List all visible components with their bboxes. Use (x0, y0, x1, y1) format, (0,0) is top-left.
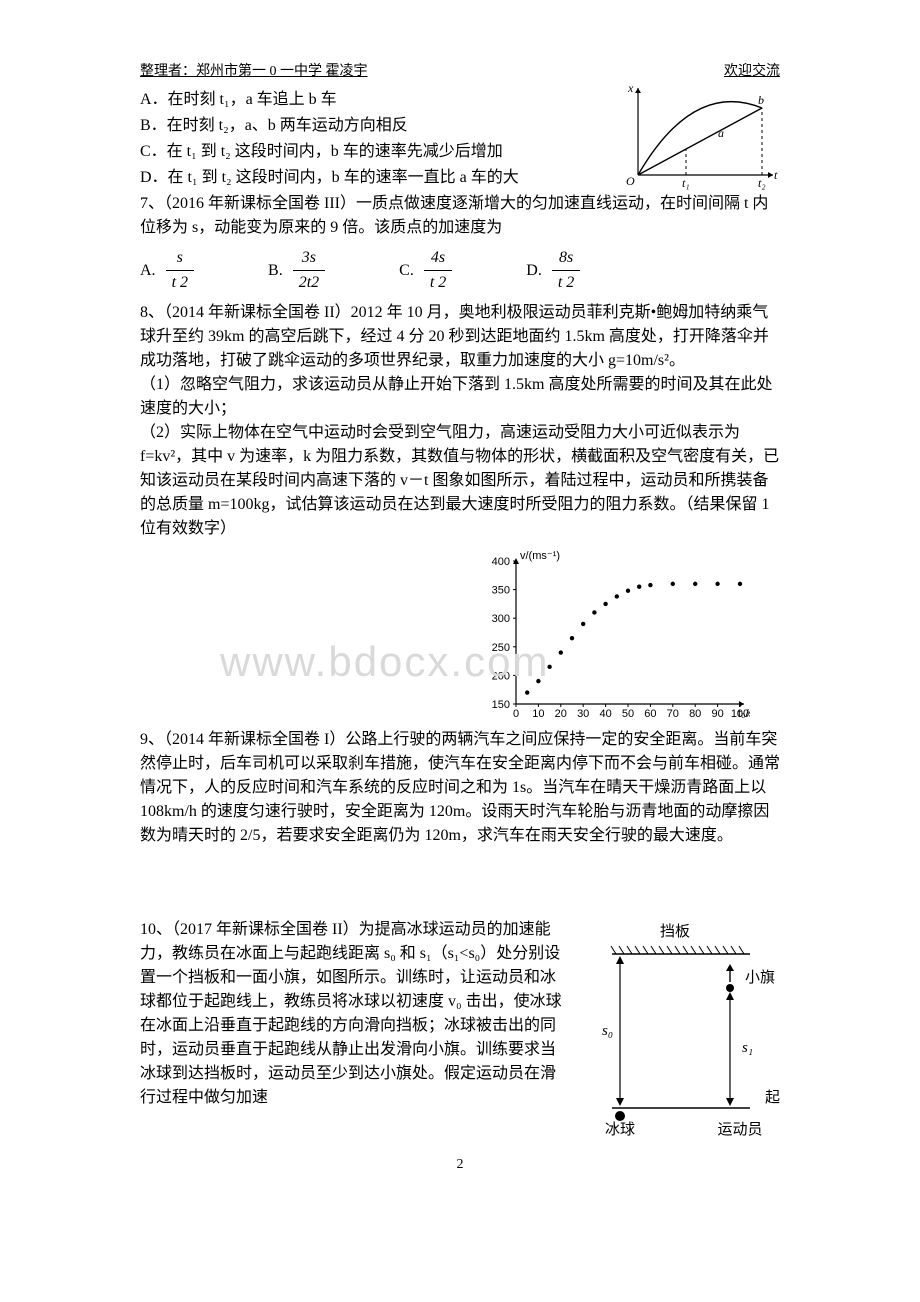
q7-c-num: 4s (424, 246, 452, 271)
svg-text:200: 200 (492, 670, 510, 682)
q10-stem: 10、（2017 年新课标全国卷 II）为提高冰球运动员的加速能力，教练员在冰面… (140, 918, 570, 1148)
q6-opt-c: C．在 t₁ 到 t₂ 这段时间内，b 车的速率先减少后增加 (140, 140, 780, 164)
q7-opt-b-label: B. (268, 259, 283, 283)
svg-text:80: 80 (689, 708, 701, 720)
svg-text:20: 20 (555, 708, 567, 720)
svg-text:250: 250 (492, 642, 510, 654)
q7-opt-a: A. st 2 (140, 246, 198, 295)
svg-text:挡板: 挡板 (660, 922, 690, 940)
q7-d-den: t 2 (552, 271, 580, 295)
svg-text:400: 400 (492, 556, 510, 568)
header-right: 欢迎交流 (724, 60, 780, 80)
q10-diagram: 挡板小旗起跑线 s₀ s₁ 冰球 运动员 (580, 918, 780, 1148)
q7-b-den: 2t2 (293, 271, 325, 295)
svg-text:运动员: 运动员 (717, 1121, 762, 1138)
q7-opt-c: C. 4st 2 (399, 246, 456, 295)
svg-text:350: 350 (492, 585, 510, 597)
q7-a-num: s (166, 246, 194, 271)
svg-text:60: 60 (644, 708, 656, 720)
svg-text:40: 40 (599, 708, 611, 720)
svg-text:150: 150 (492, 699, 510, 711)
q7-options: A. st 2 B. 3s2t2 C. 4st 2 D. 8st 2 (140, 246, 780, 295)
svg-text:s₁: s₁ (742, 1040, 753, 1056)
header-left: 整理者：郑州市第一 0 一中学 霍凌宇 (140, 60, 368, 80)
q6-opt-d: D．在 t₁ 到 t₂ 这段时间内，b 车的速率一直比 a 车的大 (140, 166, 780, 190)
q7-opt-d: D. 8st 2 (526, 246, 584, 295)
svg-text:0: 0 (513, 708, 519, 720)
q7-opt-c-label: C. (399, 259, 414, 283)
svg-text:起跑线: 起跑线 (765, 1089, 780, 1106)
svg-text:冰球: 冰球 (605, 1121, 635, 1138)
q9-stem: 9、（2014 年新课标全国卷 I）公路上行驶的两辆汽车之间应保持一定的安全距离… (140, 728, 780, 848)
svg-text:90: 90 (711, 708, 723, 720)
svg-text:小旗: 小旗 (745, 969, 775, 986)
svg-text:50: 50 (622, 708, 634, 720)
q7-opt-d-label: D. (526, 259, 542, 283)
q8-p1: （1）忽略空气阻力，求该运动员从静止开始下落到 1.5km 高度处所需要的时间及… (140, 373, 780, 421)
q7-a-den: t 2 (166, 271, 194, 295)
page-number: 2 (140, 1154, 780, 1175)
q7-d-num: 8s (552, 246, 580, 271)
svg-text:s₀: s₀ (602, 1023, 613, 1039)
svg-text:300: 300 (492, 613, 510, 625)
q8-stem: 8、（2014 年新课标全国卷 II）2012 年 10 月，奥地利极限运动员菲… (140, 301, 780, 373)
q6-opt-b: B．在时刻 t₂，a、b 两车运动方向相反 (140, 114, 780, 138)
q7-c-den: t 2 (424, 271, 452, 295)
q7-b-num: 3s (293, 246, 325, 271)
svg-text:v/(ms⁻¹): v/(ms⁻¹) (520, 550, 560, 562)
q7-opt-b: B. 3s2t2 (268, 246, 329, 295)
svg-text:t₀/s: t₀/s (738, 708, 750, 720)
q7-opt-a-label: A. (140, 259, 156, 283)
svg-text:10: 10 (532, 708, 544, 720)
svg-text:30: 30 (577, 708, 589, 720)
vt-chart: 1502002503003504000102030405060708090100… (480, 547, 750, 722)
q8-p2: （2）实际上物体在空气中运动时会受到空气阻力，高速运动受阻力大小可近似表示为 f… (140, 421, 780, 541)
q6-opt-a: A．在时刻 t₁，a 车追上 b 车 (140, 88, 780, 112)
svg-text:70: 70 (667, 708, 679, 720)
q7-stem: 7、（2016 年新课标全国卷 III）一质点做速度逐渐增大的匀加速直线运动，在… (140, 192, 780, 240)
